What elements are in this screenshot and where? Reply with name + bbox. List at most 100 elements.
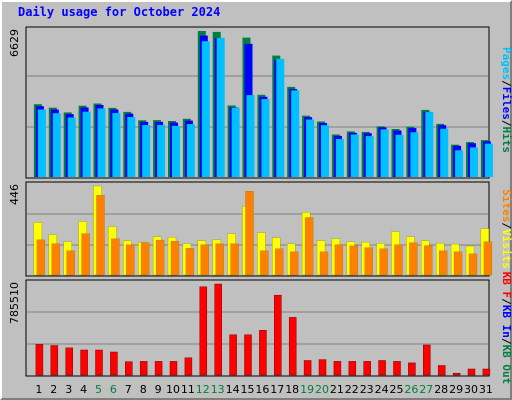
x-tick-label: 19 xyxy=(300,383,314,396)
bar-pages xyxy=(410,132,419,177)
x-tick-label: 14 xyxy=(226,383,240,396)
legend-entry: KB F xyxy=(500,272,512,299)
bar-kb-f xyxy=(378,360,386,376)
bar-pages xyxy=(246,95,255,177)
bar-kb-f xyxy=(154,361,163,376)
bar-kb-f xyxy=(229,334,237,376)
x-tick-label: 30 xyxy=(464,383,478,396)
x-tick-label: 20 xyxy=(315,383,329,396)
legend-entry: KB In xyxy=(500,305,512,338)
chart-title: Daily usage for October 2024 xyxy=(18,5,221,19)
x-tick-label: 13 xyxy=(211,383,225,396)
bar-sites xyxy=(483,241,493,276)
bar-sites xyxy=(290,251,299,276)
bar-sites xyxy=(364,247,373,276)
bar-sites xyxy=(36,239,46,276)
x-tick-label: 24 xyxy=(375,383,389,396)
y-max-label: 446 xyxy=(8,184,21,205)
x-tick-label: 31 xyxy=(479,383,493,396)
x-tick-label: 29 xyxy=(449,383,463,396)
legend-entry: / xyxy=(500,338,512,345)
bar-sites xyxy=(126,244,135,276)
bar-pages xyxy=(201,41,210,178)
bar-sites xyxy=(81,233,90,276)
x-tick-label: 23 xyxy=(360,383,374,396)
bar-pages xyxy=(276,58,285,177)
x-tick-label: 2 xyxy=(50,383,57,396)
x-tick-label: 1 xyxy=(35,383,42,396)
y-max-label: 785510 xyxy=(8,282,21,324)
bar-pages xyxy=(306,119,315,177)
bar-kb-f xyxy=(408,362,416,376)
legend-entry: / xyxy=(500,298,512,305)
bar-kb-f xyxy=(363,361,371,376)
x-tick-label: 17 xyxy=(270,383,284,396)
x-tick-label: 4 xyxy=(80,383,87,396)
bar-pages xyxy=(67,117,76,177)
bar-sites xyxy=(334,244,344,276)
bar-kb-f xyxy=(50,345,59,376)
x-axis-day-labels: 1 2 3 4 5 6 7 8 9 10 11 12 13 14 15 16 17 18 19 20 21 22 23 24 2… xyxy=(35,383,493,396)
bar-kb-f xyxy=(35,344,44,376)
bar-pages xyxy=(37,109,46,177)
bar-kb-f xyxy=(423,344,431,376)
legend-entry: / xyxy=(500,222,512,229)
x-tick-label: 28 xyxy=(434,383,448,396)
legend-entry: KB Out xyxy=(500,345,512,385)
bar-kb-f xyxy=(110,351,118,376)
bar-kb-f xyxy=(467,368,476,376)
bar-pages xyxy=(261,99,270,177)
x-tick-label: 6 xyxy=(110,383,117,396)
x-tick-label: 22 xyxy=(345,383,359,396)
bar-kb-f xyxy=(348,361,357,376)
bar-pages xyxy=(455,150,464,177)
x-tick-label: 5 xyxy=(95,383,102,396)
panel-kb-bg xyxy=(25,279,490,377)
bar-pages xyxy=(484,143,493,177)
bar-sites xyxy=(319,251,329,276)
x-tick-label: 21 xyxy=(330,383,344,396)
bar-sites xyxy=(141,242,150,276)
bar-kb-f xyxy=(393,361,401,376)
legend: Pages/Files/Hits xyxy=(500,47,512,153)
bar-sites xyxy=(200,244,209,276)
bar-pages xyxy=(172,125,180,177)
bar-sites xyxy=(394,244,403,276)
bar-kb-f xyxy=(259,330,267,376)
bar-sites xyxy=(260,250,269,276)
x-tick-label: 25 xyxy=(390,383,404,396)
bar-sites xyxy=(409,242,418,276)
bar-pages xyxy=(350,134,359,177)
bar-pages xyxy=(82,111,91,177)
legend-entry: Hits xyxy=(500,127,512,154)
bar-kb-f xyxy=(65,347,73,376)
bar-sites xyxy=(185,248,195,276)
x-tick-label: 27 xyxy=(419,383,433,396)
bar-kb-f xyxy=(184,357,193,376)
bar-pages xyxy=(425,112,434,177)
bar-pages xyxy=(470,147,478,177)
bar-kb-f xyxy=(139,361,148,376)
x-tick-label: 9 xyxy=(155,383,162,396)
bar-sites xyxy=(453,251,463,276)
x-tick-label: 11 xyxy=(181,383,195,396)
bar-pages xyxy=(186,124,195,177)
bar-kb-f xyxy=(288,317,297,376)
bar-pages xyxy=(395,134,404,177)
legend-entry: Sites xyxy=(500,189,512,222)
x-tick-label: 3 xyxy=(65,383,72,396)
bar-pages xyxy=(97,108,106,177)
bar-kb-f xyxy=(482,368,491,376)
legend-entry: Pages xyxy=(500,47,512,80)
bar-sites xyxy=(155,239,165,276)
bar-kb-f xyxy=(274,294,282,376)
legend-entry: / xyxy=(500,80,512,87)
bar-pages xyxy=(365,136,374,177)
bar-sites xyxy=(424,245,433,276)
legend-entry: / xyxy=(500,120,512,127)
x-tick-label: 8 xyxy=(140,383,147,396)
bar-pages xyxy=(440,128,449,177)
bar-pages xyxy=(112,113,121,177)
